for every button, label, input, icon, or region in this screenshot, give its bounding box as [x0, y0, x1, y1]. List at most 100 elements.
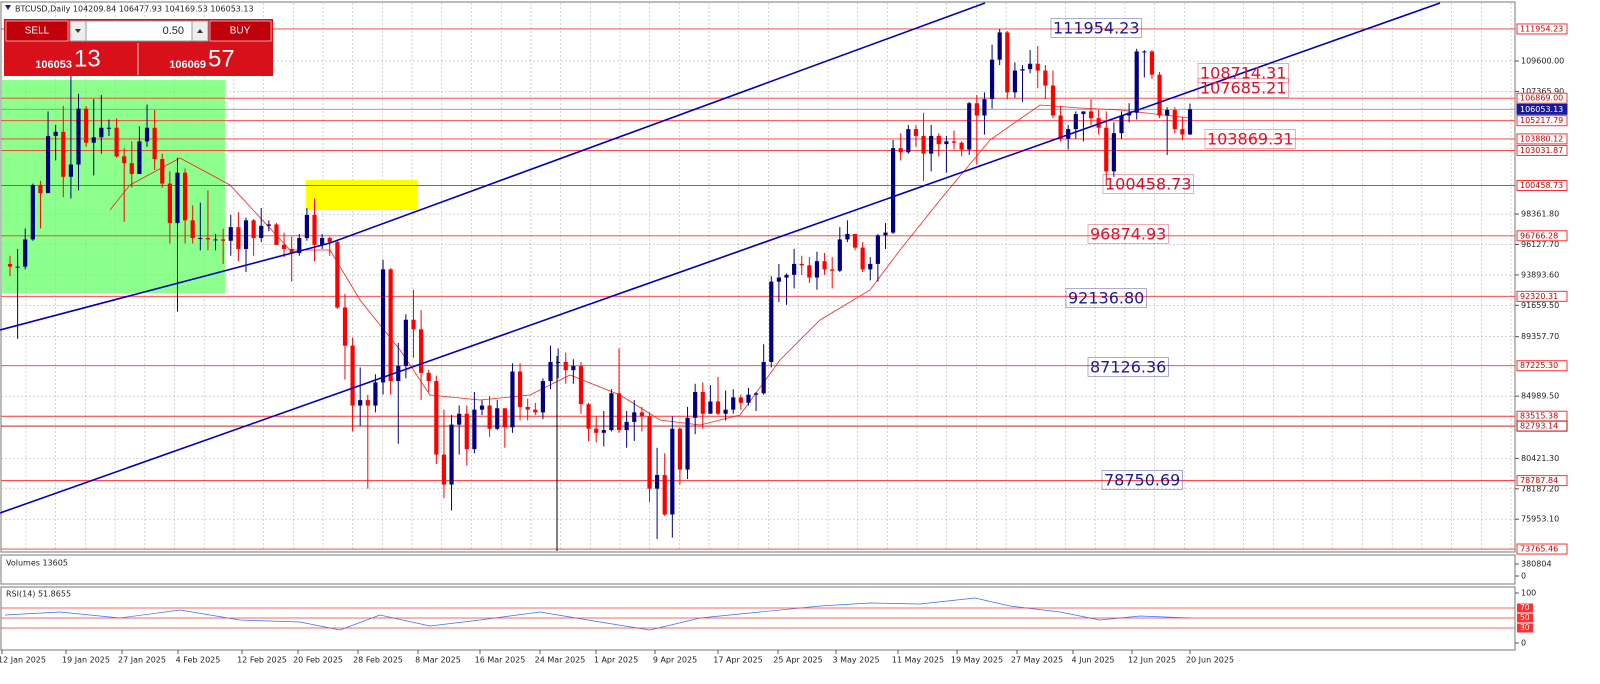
candle-body	[540, 381, 545, 413]
candle-body	[487, 405, 492, 429]
x-tick-label: 12 Feb 2025	[237, 656, 287, 665]
candle-body	[982, 99, 987, 116]
candle-body	[525, 406, 530, 410]
candle-body	[91, 137, 96, 143]
annotation: 78750.69	[1104, 471, 1180, 490]
candle-body	[1073, 114, 1078, 130]
highlight-zone-green	[1, 80, 225, 293]
candle-body	[1020, 69, 1025, 71]
x-tick-label: 19 May 2025	[951, 656, 1003, 665]
candle-body	[472, 409, 477, 450]
level-label: 106053.13	[1520, 105, 1563, 114]
candle-body	[997, 32, 1002, 60]
candle-body	[837, 239, 842, 271]
candles	[7, 29, 1193, 540]
candle-body	[792, 263, 797, 275]
candle-body	[1005, 32, 1010, 93]
annotation-box	[1102, 174, 1194, 194]
candle-body	[464, 413, 469, 450]
annotation-box	[1065, 288, 1147, 308]
candle-body	[913, 129, 919, 136]
candle-body	[753, 393, 759, 395]
candle-body	[198, 238, 203, 240]
decrease-arrow	[75, 29, 81, 33]
candle-body	[967, 103, 972, 150]
candle-body	[358, 400, 363, 406]
buy-button[interactable]	[209, 20, 272, 42]
candle-body	[852, 233, 858, 248]
candle-body	[586, 404, 591, 429]
rsi-level-label: 50	[1520, 613, 1530, 622]
candle-body	[15, 266, 20, 268]
x-tick-label: 8 Mar 2025	[415, 656, 461, 665]
trend-lines	[0, 2, 1441, 514]
symbol-info: BTCUSD,Daily 104209.84 106477.93 104169.…	[15, 5, 254, 14]
sell-button[interactable]	[5, 20, 69, 42]
y-tick-label: 75953.10	[1521, 515, 1559, 524]
candle-body	[228, 227, 233, 241]
trend-line	[329, 2, 986, 244]
candle-body	[289, 248, 294, 254]
candle-body	[655, 475, 660, 489]
x-tick-label: 20 Jun 2025	[1186, 656, 1234, 665]
candle-body	[883, 232, 888, 236]
candle-body	[1111, 133, 1116, 172]
level-label: 103880.12	[1520, 134, 1563, 143]
annotation: 107685.21	[1200, 79, 1287, 98]
y-tick-label: 84989.50	[1521, 392, 1559, 401]
candle-body	[274, 224, 279, 245]
rsi-level-box	[1517, 603, 1533, 613]
level-box	[1516, 543, 1568, 555]
candle-body	[411, 319, 416, 330]
candle-body	[1134, 51, 1139, 113]
level-label: 73765.46	[1520, 545, 1558, 554]
candle-body	[312, 214, 317, 245]
candle-body	[190, 220, 195, 239]
trend-line	[0, 2, 1441, 514]
candle-body	[1187, 109, 1193, 135]
candle-body	[251, 220, 256, 239]
candle-body	[1172, 110, 1177, 130]
lot-input[interactable]	[69, 20, 209, 42]
candle-body	[594, 428, 599, 433]
candle-body	[1035, 63, 1040, 71]
level-box	[1516, 92, 1568, 104]
candle-body	[297, 238, 302, 254]
annotation-box	[1087, 224, 1169, 244]
candle-body	[563, 361, 568, 371]
x-tick-label: 4 Jun 2025	[1071, 656, 1114, 665]
x-tick-label: 11 May 2025	[892, 656, 944, 665]
candle-body	[693, 391, 698, 418]
y-tick-label: 89357.70	[1521, 332, 1559, 341]
candle-body	[441, 454, 447, 485]
level-box	[1516, 103, 1568, 115]
x-tick-label: 9 Apr 2025	[653, 656, 697, 665]
ask-pips: 57	[208, 45, 235, 72]
candle-body	[114, 127, 119, 157]
level-label: 111954.23	[1520, 24, 1563, 33]
candle-body	[578, 366, 584, 405]
candle-body	[830, 269, 835, 271]
candle-body	[1028, 63, 1033, 70]
level-label: 106869.00	[1520, 94, 1563, 103]
annotation: 111954.23	[1053, 19, 1140, 38]
level-box	[1516, 230, 1568, 242]
candle-body	[152, 127, 157, 160]
y-tick-label: 96127.70	[1521, 240, 1559, 249]
x-tick-label: 27 Jan 2025	[118, 656, 166, 665]
candle-body	[700, 391, 705, 414]
level-box	[1516, 23, 1568, 35]
candle-body	[205, 238, 211, 240]
level-label: 83515.38	[1520, 412, 1558, 421]
candle-body	[403, 319, 408, 367]
candle-body	[144, 127, 150, 142]
candle-body	[799, 263, 804, 266]
candle-body	[517, 371, 523, 407]
candle-body	[647, 416, 652, 489]
level-box	[1516, 290, 1568, 302]
annotation-box	[1204, 129, 1296, 149]
candle-body	[1157, 74, 1162, 116]
candle-body	[183, 172, 188, 221]
